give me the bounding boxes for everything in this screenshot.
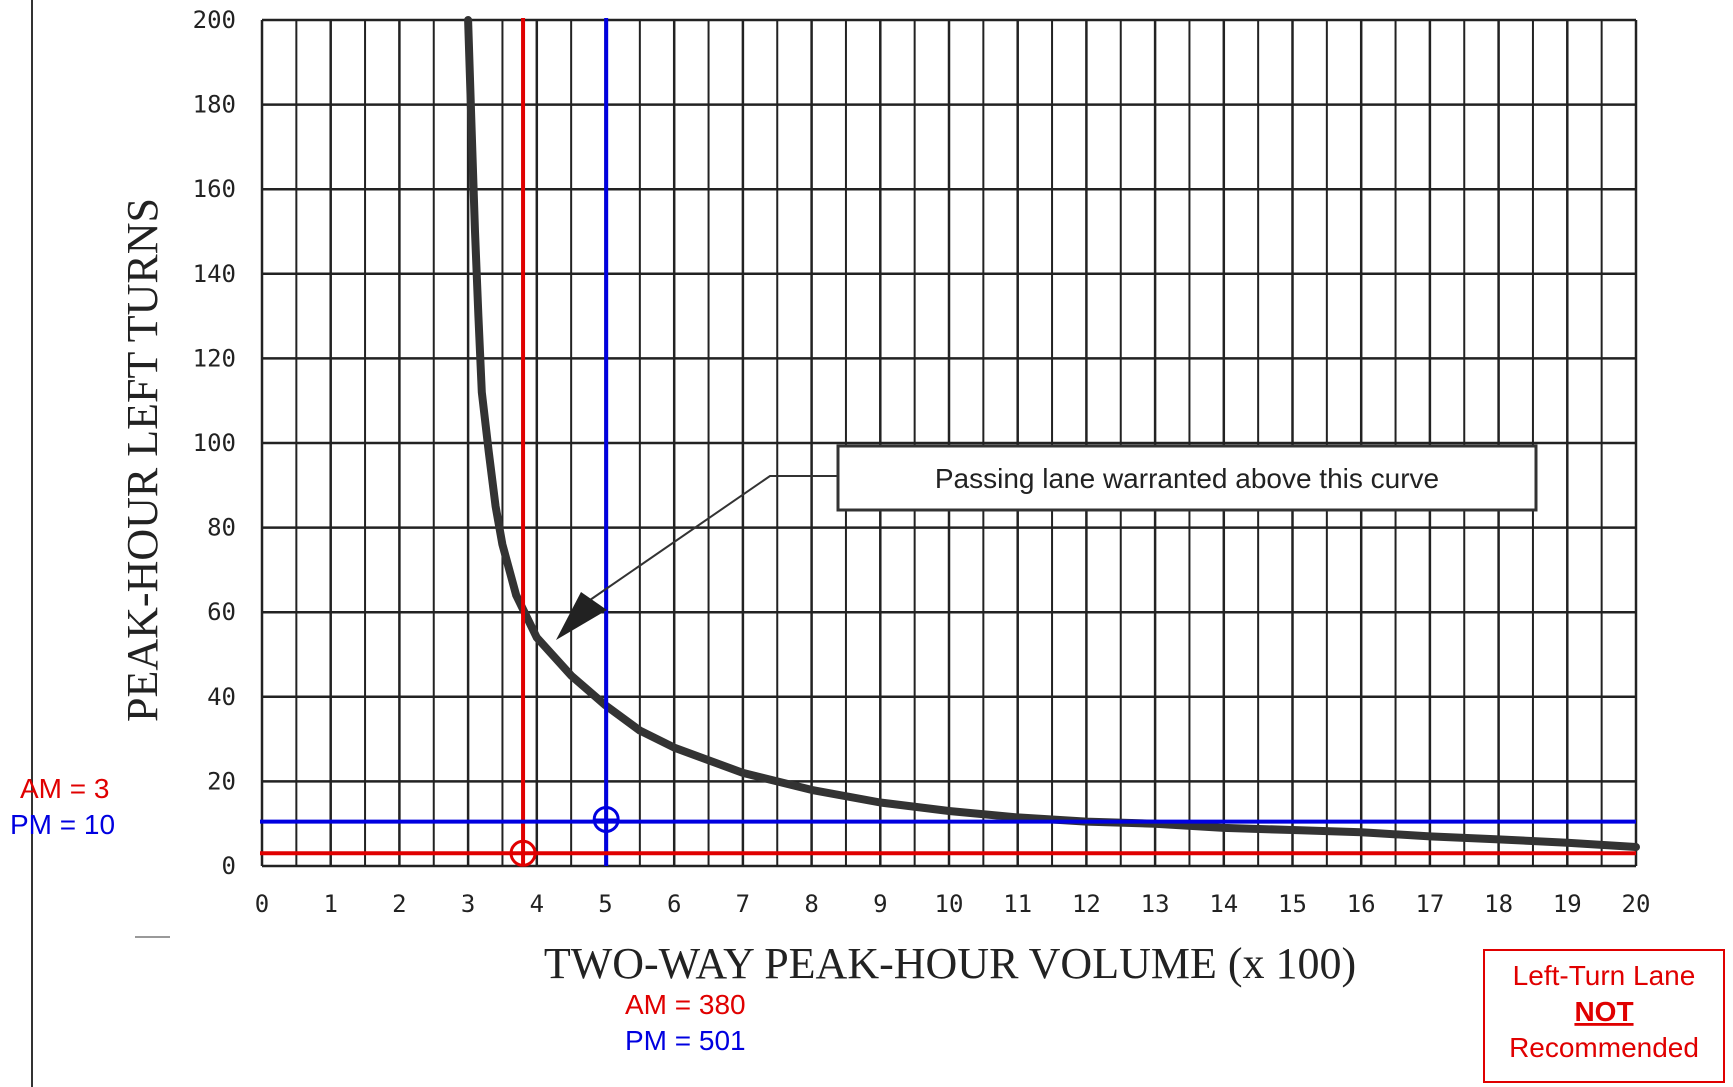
result-box-border <box>1483 949 1725 1083</box>
y-tick-label: 100 <box>193 429 236 457</box>
warrant-curve <box>464 16 1640 851</box>
callout: Passing lane warranted above this curve <box>556 444 1538 640</box>
x-tick-label: 20 <box>1622 890 1651 918</box>
result-line-1: Left-Turn Lane <box>1513 960 1696 991</box>
reference-lines <box>260 18 1636 867</box>
x-tick-label: 18 <box>1484 890 1513 918</box>
x-tick-label: 7 <box>736 890 750 918</box>
tick-labels: 0 1 2 3 4 5 6 7 8 9 10 11 12 13 14 15 16 17 18 19 2002040608… <box>193 6 1651 918</box>
y-tick-label: 0 <box>222 852 236 880</box>
callout-box <box>836 444 1538 512</box>
x-tick-label: 10 <box>935 890 964 918</box>
x-tick-label: 12 <box>1072 890 1101 918</box>
result-line-3: Recommended <box>1509 1032 1699 1063</box>
y-tick-label: 120 <box>193 344 236 372</box>
x-tick-label: 1 <box>323 890 337 918</box>
x-annotation-pm: PM = 501 <box>625 1025 746 1056</box>
y-tick-label: 140 <box>193 260 236 288</box>
y-tick-label: 160 <box>193 175 236 203</box>
x-axis-title: TWO-WAY PEAK-HOUR VOLUME (x 100) <box>544 939 1356 988</box>
x-tick-label: 2 <box>392 890 406 918</box>
x-tick-label: 6 <box>667 890 681 918</box>
y-tick-label: 200 <box>193 6 236 34</box>
x-tick-label: 13 <box>1141 890 1170 918</box>
y-tick-label: 80 <box>207 514 236 542</box>
x-tick-label: 0 <box>255 890 269 918</box>
x-tick-label: 19 <box>1553 890 1582 918</box>
x-tick-label: 9 <box>873 890 887 918</box>
x-tick-label: 16 <box>1347 890 1376 918</box>
y-annotation-am: AM = 3 <box>20 773 109 804</box>
y-tick-label: 40 <box>207 683 236 711</box>
x-tick-label: 17 <box>1415 890 1444 918</box>
x-tick-label: 3 <box>461 890 475 918</box>
y-tick-label: 20 <box>207 767 236 795</box>
callout-arrowhead <box>556 592 607 640</box>
x-annotation-am: AM = 380 <box>625 989 746 1020</box>
y-annotation-pm: PM = 10 <box>10 809 115 840</box>
x-tick-label: 14 <box>1209 890 1238 918</box>
x-tick-label: 15 <box>1278 890 1307 918</box>
x-tick-label: 8 <box>804 890 818 918</box>
y-axis-title: PEAK-HOUR LEFT TURNS <box>118 198 167 722</box>
y-tick-label: 60 <box>207 598 236 626</box>
x-tick-label: 11 <box>1003 890 1032 918</box>
grid <box>260 18 1638 868</box>
result-box: Left-Turn Lane NOT Recommended <box>1483 949 1725 1083</box>
result-line-2: NOT <box>1574 996 1633 1027</box>
callout-leader <box>589 475 838 601</box>
x-tick-label: 4 <box>530 890 544 918</box>
x-tick-label: 5 <box>598 890 612 918</box>
series-line <box>464 16 1640 851</box>
y-tick-label: 180 <box>193 91 236 119</box>
callout-text: Passing lane warranted above this curve <box>935 463 1439 494</box>
